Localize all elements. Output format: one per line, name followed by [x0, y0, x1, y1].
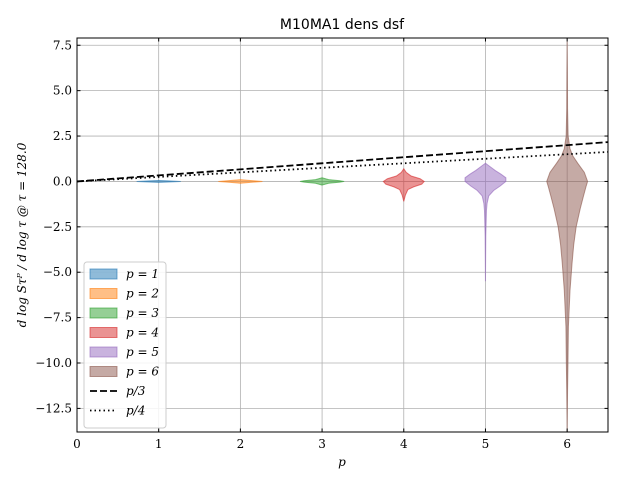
x-tick-label: 3 [318, 437, 326, 451]
y-tick-label: −10.0 [35, 356, 72, 370]
y-tick-label: 0.0 [53, 174, 72, 188]
legend-swatch-p5 [89, 346, 118, 358]
legend-label-p1: p = 1 [126, 267, 159, 281]
legend-swatch-p6 [89, 366, 118, 377]
reference-lines [76, 141, 609, 183]
y-tick-label: −2.5 [43, 220, 72, 234]
x-axis-label: p [338, 455, 346, 469]
legend-label-dotted: p/4 [126, 404, 145, 418]
legend-swatch-p1 [89, 268, 118, 280]
violin-p2 [218, 179, 263, 184]
x-tick-label: 2 [237, 437, 245, 451]
violin-p1 [136, 180, 181, 183]
legend-swatch-p3 [89, 307, 118, 319]
legend-label-p4: p = 4 [126, 326, 159, 340]
legend-swatch-p4 [89, 327, 118, 338]
legend-box [83, 261, 167, 429]
legend-label-p2: p = 2 [126, 287, 159, 301]
reference-line-dashed [76, 141, 609, 183]
plot-frame [76, 37, 609, 433]
x-tick-label: 1 [155, 437, 163, 451]
violin-p3 [299, 177, 345, 186]
x-tick-label: 5 [482, 437, 490, 451]
x-axis-ticks: 0 1 2 3 4 5 6 [73, 38, 571, 451]
y-tick-label: −12.5 [35, 401, 72, 415]
y-axis-label: d log Sτᴾ / d log τ @ τ = 128.0 [15, 142, 29, 327]
violin-p5 [464, 162, 507, 282]
legend-label-p5: p = 5 [126, 345, 159, 359]
legend-swatch-p2 [89, 288, 118, 299]
y-tick-label: 2.5 [53, 129, 72, 143]
violin-p6 [546, 41, 589, 433]
x-tick-label: 4 [400, 437, 408, 451]
reference-line-dotted [76, 151, 609, 183]
violin-p4 [382, 167, 425, 202]
y-tick-label: −5.0 [43, 265, 72, 279]
x-tick-label: 0 [73, 437, 81, 451]
y-tick-label: 7.5 [53, 38, 72, 52]
legend-label-p3: p = 3 [126, 306, 159, 320]
legend: p = 1 p = 2 p = 3 p = 4 p = 5 p = 6 p/3 p/4 [83, 261, 167, 429]
legend-label-p6: p = 6 [126, 365, 159, 379]
y-tick-label: 5.0 [53, 84, 72, 98]
y-tick-label: −7.5 [43, 311, 72, 325]
legend-label-dashed: p/3 [126, 384, 146, 398]
violins [136, 41, 589, 433]
y-axis-ticks: 7.5 5.0 2.5 0.0 −2.5 −5.0 −7.5 −10.0 −12.5 [35, 38, 608, 415]
x-tick-label: 6 [563, 437, 571, 451]
chart-title: M10MA1 dens dsf [280, 17, 405, 33]
